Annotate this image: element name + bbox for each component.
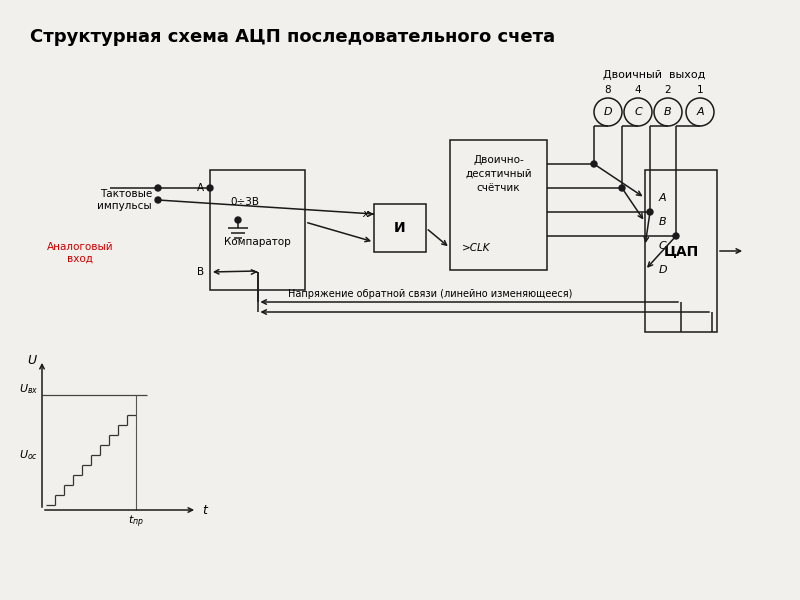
Circle shape xyxy=(207,185,213,191)
Text: Напряжение обратной связи (линейно изменяющееся): Напряжение обратной связи (линейно измен… xyxy=(288,289,572,299)
Text: C: C xyxy=(634,107,642,117)
Text: A: A xyxy=(696,107,704,117)
Text: C: C xyxy=(659,241,666,251)
Text: B: B xyxy=(659,217,666,227)
Circle shape xyxy=(155,185,161,191)
Text: десятичный: десятичный xyxy=(465,169,532,179)
Circle shape xyxy=(235,217,241,223)
Text: 0÷3В: 0÷3В xyxy=(230,197,259,207)
Text: Аналоговый: Аналоговый xyxy=(46,242,114,252)
Text: И: И xyxy=(394,221,406,235)
Text: A: A xyxy=(659,193,666,203)
Text: $U_{ос}$: $U_{ос}$ xyxy=(19,448,38,462)
Text: вход: вход xyxy=(67,254,93,264)
Text: Двоично-: Двоично- xyxy=(473,155,524,165)
Bar xyxy=(374,204,426,252)
Circle shape xyxy=(155,197,161,203)
Bar xyxy=(210,170,305,290)
Text: x: x xyxy=(362,209,368,219)
Text: $t_{пр}$: $t_{пр}$ xyxy=(128,514,144,530)
Text: D: D xyxy=(604,107,612,117)
Text: D: D xyxy=(659,265,668,275)
Text: ЦАП: ЦАП xyxy=(663,244,698,258)
Text: B: B xyxy=(664,107,672,117)
Circle shape xyxy=(619,185,625,191)
Text: импульсы: импульсы xyxy=(98,201,152,211)
Text: 2: 2 xyxy=(665,85,671,95)
Text: 8: 8 xyxy=(605,85,611,95)
Text: t: t xyxy=(202,503,207,517)
Text: Компаратор: Компаратор xyxy=(224,237,291,247)
Text: Двоичный  выход: Двоичный выход xyxy=(603,70,705,80)
Text: >CLK: >CLK xyxy=(462,243,490,253)
Circle shape xyxy=(673,233,679,239)
Bar xyxy=(645,170,717,332)
Circle shape xyxy=(591,161,597,167)
Text: A: A xyxy=(197,183,204,193)
Text: Структурная схема АЦП последовательного счета: Структурная схема АЦП последовательного … xyxy=(30,28,555,46)
Bar xyxy=(450,140,547,270)
Text: $U_{вх}$: $U_{вх}$ xyxy=(18,382,38,396)
Circle shape xyxy=(647,209,653,215)
Text: счётчик: счётчик xyxy=(477,183,520,193)
Text: B: B xyxy=(197,267,204,277)
Text: U: U xyxy=(27,353,37,367)
Text: 1: 1 xyxy=(697,85,703,95)
Text: Тактовые: Тактовые xyxy=(100,189,152,199)
Text: 4: 4 xyxy=(634,85,642,95)
